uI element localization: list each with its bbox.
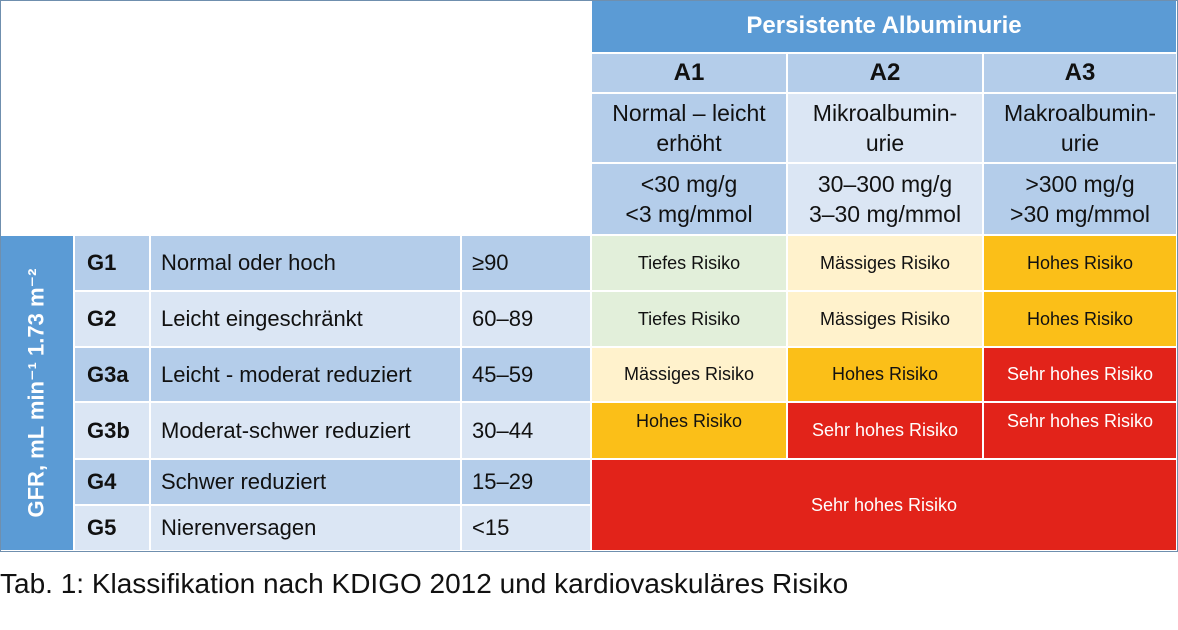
column-desc-a3: Makroalbumin-urie [984, 94, 1178, 164]
column-code-label: A1 [673, 59, 705, 86]
row-range-g3a: 45–59 [462, 348, 592, 403]
risk-cell-g3b-a1: Hohes Risiko [592, 403, 788, 460]
risk-cell-g4-g5-merged: Sehr hohes Risiko [592, 460, 1178, 552]
risk-cell-g3a-a2: Hohes Risiko [788, 348, 984, 403]
gfr-label-text: GFR, mL min⁻¹ 1.73 m⁻² [23, 268, 49, 518]
gfr-axis-label: GFR, mL min⁻¹ 1.73 m⁻² [0, 236, 75, 552]
row-desc-g3a: Leicht - moderat reduziert [151, 348, 462, 403]
column-range-a1: <30 mg/g <3 mg/mmol [592, 164, 788, 236]
risk-label: Hohes Risiko [1026, 308, 1134, 329]
risk-label: Mässiges Risiko [623, 364, 755, 384]
row-range-label: ≥90 [472, 250, 509, 275]
risk-cell-g3b-a2: Sehr hohes Risiko [788, 403, 984, 460]
row-code-g4: G4 [75, 460, 151, 506]
column-desc-a1: Normal – leicht erhöht [592, 94, 788, 164]
row-code-label: G3a [87, 361, 129, 387]
row-range-g5: <15 [462, 506, 592, 552]
table-caption: Tab. 1: Klassifikation nach KDIGO 2012 u… [0, 568, 849, 599]
row-desc-label: Leicht eingeschränkt [161, 306, 363, 331]
row-code-g5: G5 [75, 506, 151, 552]
row-range-g4: 15–29 [462, 460, 592, 506]
row-code-g3b: G3b [75, 403, 151, 460]
column-code-label: A3 [1064, 59, 1096, 86]
risk-cell-g2-a1: Tiefes Risiko [592, 292, 788, 348]
row-range-g3b: 30–44 [462, 403, 592, 460]
risk-label: Tiefes Risiko [637, 308, 741, 329]
row-desc-label: Schwer reduziert [161, 469, 327, 494]
row-desc-label: Normal oder hoch [161, 250, 336, 275]
risk-label: Sehr hohes Risiko [1006, 364, 1154, 384]
column-desc-a2: Mikroalbumin-urie [788, 94, 984, 164]
risk-cell-g1-a1: Tiefes Risiko [592, 236, 788, 292]
column-code-a3: A3 [984, 54, 1178, 94]
row-desc-g3b: Moderat-schwer reduziert [151, 403, 462, 460]
column-desc-label: Mikroalbumin-urie [812, 100, 958, 156]
albuminuria-header: Persistente Albuminurie [592, 0, 1178, 54]
risk-label: Hohes Risiko [831, 364, 939, 384]
column-desc-label: Normal – leicht erhöht [612, 100, 766, 156]
risk-cell-g2-a3: Hohes Risiko [984, 292, 1178, 348]
row-range-g2: 60–89 [462, 292, 592, 348]
range-mg-g: <30 mg/g [640, 171, 738, 197]
range-mg-mmol: <3 mg/mmol [625, 201, 753, 227]
risk-label: Hohes Risiko [1026, 252, 1134, 273]
row-code-label: G1 [87, 250, 117, 275]
risk-cell-g3a-a1: Mässiges Risiko [592, 348, 788, 403]
column-range-a2: 30–300 mg/g 3–30 mg/mmol [788, 164, 984, 236]
row-code-label: G4 [87, 469, 117, 494]
risk-label: Hohes Risiko [635, 411, 743, 431]
row-desc-g5: Nierenversagen [151, 506, 462, 552]
column-code-a2: A2 [788, 54, 984, 94]
column-code-a1: A1 [592, 54, 788, 94]
risk-label: Mässiges Risiko [819, 308, 951, 329]
row-desc-g2: Leicht eingeschränkt [151, 292, 462, 348]
row-desc-g4: Schwer reduziert [151, 460, 462, 506]
row-range-label: 30–44 [472, 417, 534, 443]
row-code-g2: G2 [75, 292, 151, 348]
column-range-a3: >300 mg/g >30 mg/mmol [984, 164, 1178, 236]
risk-label: Tiefes Risiko [637, 252, 741, 273]
risk-cell-g3b-a3: Sehr hohes Risiko [984, 403, 1178, 460]
row-desc-label: Moderat-schwer reduziert [161, 417, 411, 443]
row-range-label: 60–89 [472, 306, 534, 331]
column-code-label: A2 [869, 59, 901, 86]
row-desc-label: Leicht - moderat reduziert [161, 361, 412, 387]
column-desc-label: Makroalbumin-urie [1003, 100, 1157, 156]
row-range-g1: ≥90 [462, 236, 592, 292]
row-code-label: G2 [87, 306, 117, 331]
kdigo-risk-table: Persistente Albuminurie A1 A2 A3 Normal … [0, 0, 1178, 552]
row-range-label: 45–59 [472, 361, 534, 387]
range-mg-mmol: 3–30 mg/mmol [808, 201, 962, 227]
risk-cell-g1-a2: Mässiges Risiko [788, 236, 984, 292]
risk-cell-g2-a2: Mässiges Risiko [788, 292, 984, 348]
range-mg-g: >300 mg/g [1025, 171, 1135, 197]
row-range-label: <15 [472, 515, 510, 540]
risk-label: Sehr hohes Risiko [811, 420, 959, 440]
row-code-g1: G1 [75, 236, 151, 292]
albuminuria-title: Persistente Albuminurie [746, 12, 1022, 39]
row-code-label: G5 [87, 515, 117, 540]
row-code-g3a: G3a [75, 348, 151, 403]
range-mg-g: 30–300 mg/g [817, 171, 953, 197]
risk-label: Sehr hohes Risiko [1006, 411, 1154, 431]
row-code-label: G3b [87, 417, 130, 443]
risk-cell-g1-a3: Hohes Risiko [984, 236, 1178, 292]
row-desc-g1: Normal oder hoch [151, 236, 462, 292]
risk-cell-g3a-a3: Sehr hohes Risiko [984, 348, 1178, 403]
risk-label: Mässiges Risiko [819, 252, 951, 273]
risk-label: Sehr hohes Risiko [810, 494, 958, 515]
range-mg-mmol: >30 mg/mmol [1010, 201, 1150, 227]
row-range-label: 15–29 [472, 469, 534, 494]
row-desc-label: Nierenversagen [161, 515, 317, 540]
